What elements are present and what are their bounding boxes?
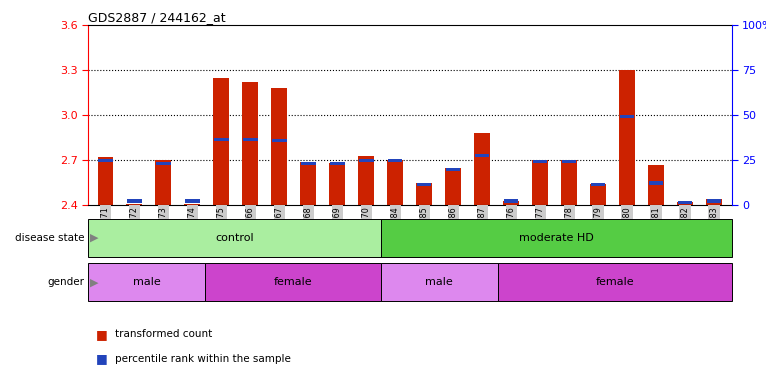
Text: ■: ■ xyxy=(96,328,107,341)
Bar xyxy=(620,115,634,118)
Text: GSM217767: GSM217767 xyxy=(275,206,284,255)
Bar xyxy=(329,163,345,205)
Bar xyxy=(562,160,576,164)
Bar xyxy=(503,201,519,205)
Text: gender: gender xyxy=(47,277,84,287)
Text: percentile rank within the sample: percentile rank within the sample xyxy=(115,354,291,364)
Bar xyxy=(706,199,722,205)
Bar xyxy=(359,159,374,162)
Bar xyxy=(532,161,548,205)
Bar xyxy=(591,183,605,186)
Bar xyxy=(214,137,228,141)
Text: GSM217777: GSM217777 xyxy=(535,206,545,255)
Bar xyxy=(381,219,732,257)
Text: GSM217775: GSM217775 xyxy=(217,206,226,255)
Bar xyxy=(272,139,286,142)
Bar xyxy=(301,162,316,165)
Text: transformed count: transformed count xyxy=(115,329,212,339)
Bar xyxy=(244,137,257,141)
Text: GSM217779: GSM217779 xyxy=(594,206,603,255)
Bar xyxy=(474,133,490,205)
Bar xyxy=(561,161,578,205)
Bar xyxy=(707,199,722,203)
Text: GSM217772: GSM217772 xyxy=(130,206,139,255)
Text: ■: ■ xyxy=(96,353,107,366)
Bar xyxy=(388,161,403,205)
Bar xyxy=(648,165,664,205)
Bar xyxy=(649,181,663,185)
Bar xyxy=(330,162,345,165)
Bar xyxy=(97,157,113,205)
Bar xyxy=(677,202,693,205)
Bar xyxy=(381,263,498,301)
Text: GSM217787: GSM217787 xyxy=(478,206,486,255)
Text: GSM217776: GSM217776 xyxy=(507,206,516,255)
Text: GSM217768: GSM217768 xyxy=(304,206,313,255)
Bar xyxy=(300,162,316,205)
Text: male: male xyxy=(133,277,160,287)
Text: female: female xyxy=(595,277,633,287)
Bar xyxy=(475,154,489,157)
Text: GSM217782: GSM217782 xyxy=(681,206,689,255)
Bar xyxy=(504,199,519,203)
Text: moderate HD: moderate HD xyxy=(519,233,594,243)
Bar xyxy=(155,161,172,205)
Text: GDS2887 / 244162_at: GDS2887 / 244162_at xyxy=(88,12,226,25)
Text: GSM217773: GSM217773 xyxy=(159,206,168,255)
Text: GSM217780: GSM217780 xyxy=(623,206,632,255)
Bar xyxy=(417,183,432,205)
Bar xyxy=(98,159,113,162)
Text: GSM217774: GSM217774 xyxy=(188,206,197,255)
Text: GSM217785: GSM217785 xyxy=(420,206,429,255)
Text: control: control xyxy=(215,233,254,243)
Bar xyxy=(446,168,460,171)
Bar xyxy=(242,82,258,205)
Text: GSM217771: GSM217771 xyxy=(101,206,110,255)
Bar xyxy=(591,184,606,205)
Text: GSM217769: GSM217769 xyxy=(333,206,342,255)
Text: GSM217784: GSM217784 xyxy=(391,206,400,255)
Bar xyxy=(358,156,375,205)
Bar xyxy=(498,263,732,301)
Bar xyxy=(271,88,287,205)
Bar xyxy=(185,204,201,205)
Bar xyxy=(388,159,402,162)
Bar xyxy=(533,160,548,164)
Text: GSM217770: GSM217770 xyxy=(362,206,371,255)
Bar xyxy=(619,70,635,205)
Text: disease state: disease state xyxy=(15,233,84,243)
Text: GSM217781: GSM217781 xyxy=(652,206,660,255)
Bar xyxy=(205,263,381,301)
Text: GSM217786: GSM217786 xyxy=(449,206,458,255)
Text: ▶: ▶ xyxy=(90,277,98,287)
Bar xyxy=(88,219,381,257)
Bar xyxy=(678,201,692,204)
Text: male: male xyxy=(425,277,453,287)
Bar xyxy=(185,199,200,203)
Bar xyxy=(127,199,142,203)
Bar xyxy=(126,204,142,205)
Text: GSM217783: GSM217783 xyxy=(709,206,719,255)
Bar xyxy=(214,78,229,205)
Text: ▶: ▶ xyxy=(90,233,98,243)
Text: GSM217778: GSM217778 xyxy=(565,206,574,255)
Bar xyxy=(88,263,205,301)
Bar xyxy=(445,168,461,205)
Bar xyxy=(417,183,431,186)
Text: GSM217766: GSM217766 xyxy=(246,206,255,255)
Text: female: female xyxy=(273,277,312,287)
Bar xyxy=(156,162,171,165)
